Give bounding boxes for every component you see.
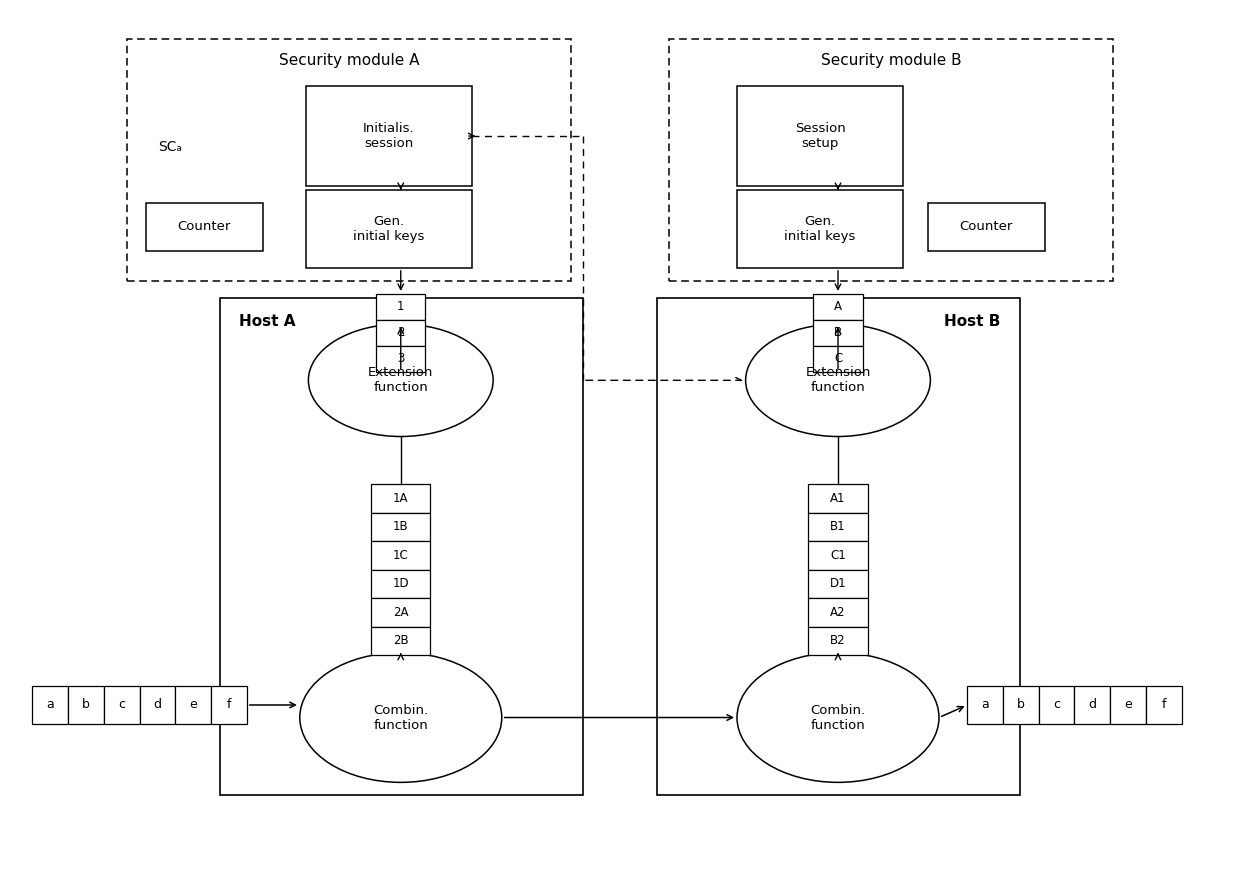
Text: A: A: [835, 300, 842, 313]
FancyBboxPatch shape: [808, 484, 868, 512]
Text: Combin.
function: Combin. function: [373, 704, 428, 732]
Text: 1B: 1B: [393, 520, 408, 533]
Text: D1: D1: [830, 577, 847, 590]
Text: Counter: Counter: [177, 220, 231, 233]
Text: Extension
function: Extension function: [805, 367, 870, 395]
FancyBboxPatch shape: [371, 484, 430, 512]
Text: f: f: [1162, 698, 1166, 711]
FancyBboxPatch shape: [670, 38, 1112, 281]
FancyBboxPatch shape: [146, 203, 263, 251]
FancyBboxPatch shape: [813, 320, 863, 346]
FancyBboxPatch shape: [68, 686, 104, 724]
Text: Extension
function: Extension function: [368, 367, 434, 395]
Text: e: e: [190, 698, 197, 711]
Ellipse shape: [300, 653, 502, 782]
FancyBboxPatch shape: [1003, 686, 1039, 724]
Text: c: c: [118, 698, 125, 711]
Text: b: b: [1017, 698, 1024, 711]
FancyBboxPatch shape: [657, 299, 1021, 795]
Text: 1A: 1A: [393, 491, 408, 505]
Text: 2A: 2A: [393, 606, 408, 619]
FancyBboxPatch shape: [808, 512, 868, 541]
FancyBboxPatch shape: [1110, 686, 1146, 724]
FancyBboxPatch shape: [737, 86, 903, 186]
FancyBboxPatch shape: [1075, 686, 1110, 724]
Text: Security module A: Security module A: [279, 52, 419, 67]
FancyBboxPatch shape: [737, 190, 903, 268]
Text: d: d: [1089, 698, 1096, 711]
Ellipse shape: [737, 653, 939, 782]
FancyBboxPatch shape: [376, 294, 425, 320]
Text: Combin.
function: Combin. function: [811, 704, 866, 732]
Text: a: a: [981, 698, 990, 711]
Text: Gen.
initial keys: Gen. initial keys: [353, 215, 425, 243]
Text: Counter: Counter: [960, 220, 1013, 233]
Text: 3: 3: [397, 352, 404, 365]
FancyBboxPatch shape: [104, 686, 140, 724]
FancyBboxPatch shape: [808, 570, 868, 598]
Text: C1: C1: [830, 549, 846, 562]
Text: C: C: [833, 352, 842, 365]
Text: B2: B2: [831, 635, 846, 648]
Text: A2: A2: [831, 606, 846, 619]
FancyBboxPatch shape: [175, 686, 211, 724]
FancyBboxPatch shape: [808, 627, 868, 656]
Text: b: b: [82, 698, 91, 711]
FancyBboxPatch shape: [808, 541, 868, 570]
FancyBboxPatch shape: [306, 86, 472, 186]
Text: B1: B1: [831, 520, 846, 533]
Ellipse shape: [745, 324, 930, 436]
Text: f: f: [227, 698, 231, 711]
FancyBboxPatch shape: [32, 686, 68, 724]
Text: Gen.
initial keys: Gen. initial keys: [785, 215, 856, 243]
Text: B: B: [835, 327, 842, 340]
FancyBboxPatch shape: [306, 190, 472, 268]
FancyBboxPatch shape: [128, 38, 570, 281]
Text: 1: 1: [397, 300, 404, 313]
Text: c: c: [1053, 698, 1060, 711]
Ellipse shape: [309, 324, 494, 436]
FancyBboxPatch shape: [371, 627, 430, 656]
FancyBboxPatch shape: [371, 512, 430, 541]
FancyBboxPatch shape: [813, 346, 863, 372]
Text: 1D: 1D: [392, 577, 409, 590]
FancyBboxPatch shape: [371, 570, 430, 598]
FancyBboxPatch shape: [371, 541, 430, 570]
FancyBboxPatch shape: [1039, 686, 1075, 724]
Text: Initialis.
session: Initialis. session: [363, 122, 415, 150]
Text: e: e: [1125, 698, 1132, 711]
Text: d: d: [154, 698, 161, 711]
FancyBboxPatch shape: [808, 598, 868, 627]
Text: Security module B: Security module B: [821, 52, 961, 67]
FancyBboxPatch shape: [376, 320, 425, 346]
Text: 2B: 2B: [393, 635, 408, 648]
FancyBboxPatch shape: [928, 203, 1045, 251]
FancyBboxPatch shape: [967, 686, 1003, 724]
Text: 2: 2: [397, 327, 404, 340]
Text: A1: A1: [831, 491, 846, 505]
FancyBboxPatch shape: [371, 598, 430, 627]
Text: 1C: 1C: [393, 549, 409, 562]
FancyBboxPatch shape: [376, 346, 425, 372]
FancyBboxPatch shape: [813, 294, 863, 320]
FancyBboxPatch shape: [1146, 686, 1182, 724]
Text: Host B: Host B: [944, 313, 1001, 329]
FancyBboxPatch shape: [219, 299, 583, 795]
Text: Session
setup: Session setup: [795, 122, 846, 150]
FancyBboxPatch shape: [140, 686, 175, 724]
Text: Host A: Host A: [239, 313, 296, 329]
Text: SCₐ: SCₐ: [159, 140, 182, 154]
Text: a: a: [46, 698, 55, 711]
FancyBboxPatch shape: [211, 686, 247, 724]
